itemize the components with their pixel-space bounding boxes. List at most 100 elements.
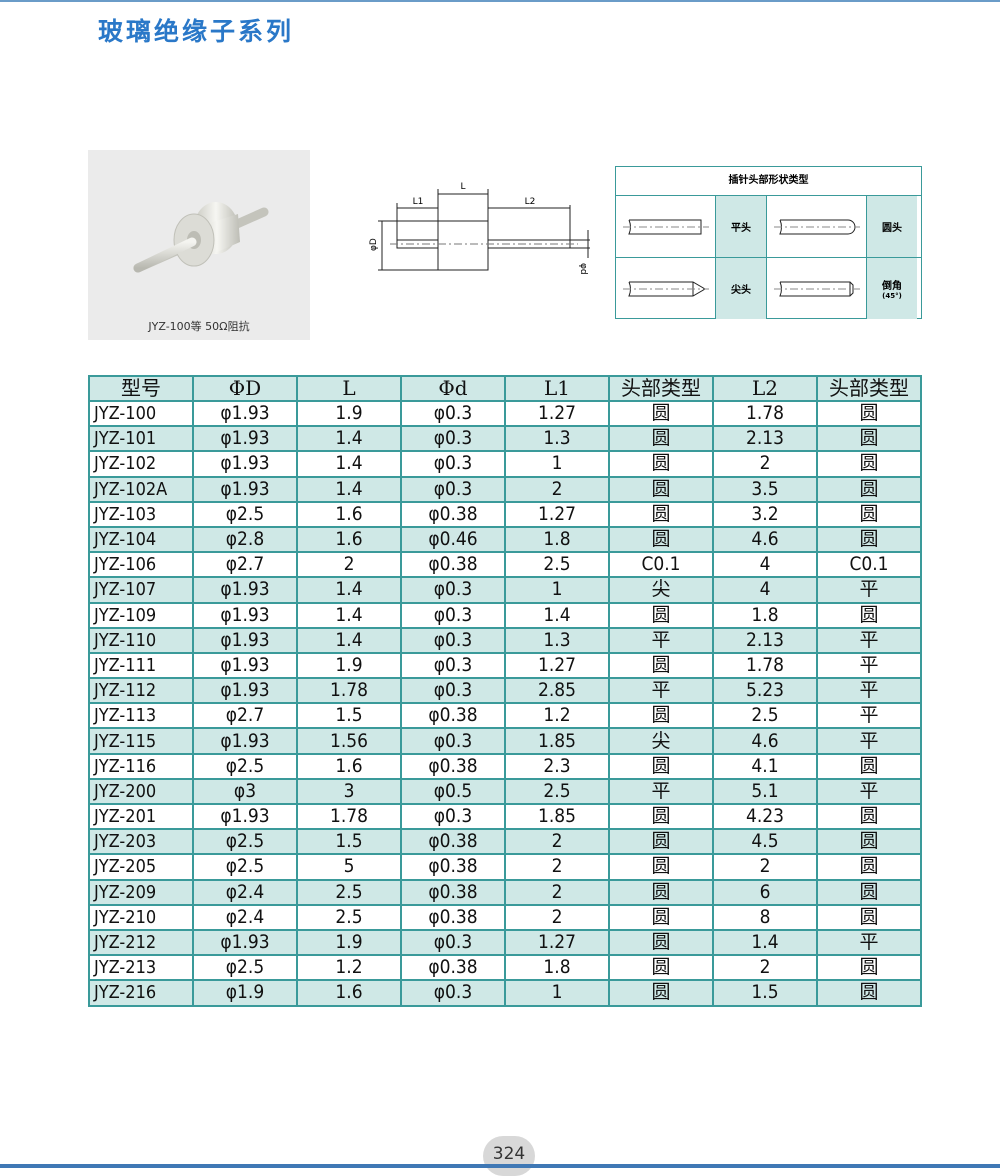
- table-cell: φ0.38: [400, 551, 506, 579]
- model-cell: JYZ-201: [88, 802, 194, 831]
- table-cell: 3.5: [712, 475, 818, 503]
- table-cell: 2.5: [296, 878, 402, 906]
- table-cell: 2: [296, 551, 402, 579]
- table-cell: 2.3: [504, 752, 610, 780]
- table-cell: 1: [504, 979, 610, 1007]
- label-L2: L2: [525, 197, 536, 207]
- model-cell: JYZ-102: [88, 450, 194, 478]
- table-cell: φ2.5: [192, 752, 298, 780]
- table-cell: 8: [712, 903, 818, 931]
- table-cell: 1.78: [296, 677, 402, 705]
- table-cell: 2.5: [504, 551, 610, 579]
- table-cell: 1.8: [504, 525, 610, 554]
- table-cell: 圆: [816, 425, 922, 453]
- table-cell: 4.6: [712, 727, 818, 755]
- table-cell: φ1.93: [192, 399, 298, 428]
- table-cell: 圆: [608, 954, 714, 982]
- pin-head-types-panel: 插针头部形状类型 平头 圆头 尖头 倒角 (45°): [615, 166, 922, 319]
- table-row: JYZ-216 φ1.9 1.6 φ0.3 1 圆 1.5 圆: [88, 979, 922, 1007]
- table-cell: 1.4: [712, 928, 818, 957]
- table-cell: 圆: [816, 399, 922, 428]
- table-cell: 圆: [816, 450, 922, 478]
- table-cell: 1.3: [504, 425, 610, 453]
- table-cell: φ0.3: [400, 928, 506, 957]
- table-cell: 圆: [608, 802, 714, 831]
- table-cell: 圆: [816, 601, 922, 629]
- table-cell: φ2.5: [192, 853, 298, 881]
- table-cell: φ0.38: [400, 903, 506, 931]
- table-cell: 圆: [608, 601, 714, 629]
- table-cell: 2.5: [296, 903, 402, 931]
- table-cell: 5: [296, 853, 402, 881]
- table-cell: φ0.46: [400, 525, 506, 554]
- table-cell: 1.2: [296, 954, 402, 982]
- table-cell: 4.23: [712, 802, 818, 831]
- model-cell: JYZ-102A: [88, 475, 194, 503]
- table-cell: 1: [504, 576, 610, 604]
- table-row: JYZ-209 φ2.4 2.5 φ0.38 2 圆 6 圆: [88, 878, 922, 906]
- model-cell: JYZ-103: [88, 500, 194, 528]
- table-cell: 1.9: [296, 928, 402, 957]
- round-head-label: 圆头: [867, 196, 917, 257]
- table-cell: 1.5: [712, 979, 818, 1007]
- table-cell: φ2.7: [192, 702, 298, 730]
- table-cell: 1.85: [504, 727, 610, 755]
- table-cell: 1.6: [296, 500, 402, 528]
- label-L1: L1: [413, 197, 424, 207]
- table-cell: C0.1: [608, 551, 714, 579]
- chamfer-head-label: 倒角 (45°): [867, 258, 917, 319]
- table-cell: φ2.5: [192, 828, 298, 856]
- table-row: JYZ-111 φ1.93 1.9 φ0.3 1.27 圆 1.78 平: [88, 651, 922, 680]
- table-cell: φ2.4: [192, 903, 298, 931]
- product-photo: JYZ-100等 50Ω阻抗: [88, 150, 310, 340]
- model-cell: JYZ-116: [88, 752, 194, 780]
- table-cell: φ0.3: [400, 576, 506, 604]
- table-cell: 1.8: [504, 954, 610, 982]
- table-cell: φ0.3: [400, 475, 506, 503]
- column-header: L1: [504, 375, 610, 402]
- table-cell: 圆: [608, 752, 714, 780]
- table-cell: φ0.3: [400, 626, 506, 654]
- table-cell: 圆: [816, 828, 922, 856]
- table-cell: 2: [504, 475, 610, 503]
- table-cell: φ2.5: [192, 500, 298, 528]
- table-cell: 5.1: [712, 777, 818, 806]
- table-cell: 圆: [608, 928, 714, 957]
- table-cell: 1.85: [504, 802, 610, 831]
- model-cell: JYZ-106: [88, 551, 194, 579]
- table-cell: φ0.3: [400, 651, 506, 680]
- table-cell: 平: [816, 626, 922, 654]
- table-cell: 圆: [816, 853, 922, 881]
- table-row: JYZ-109 φ1.93 1.4 φ0.3 1.4 圆 1.8 圆: [88, 601, 922, 629]
- table-cell: φ0.3: [400, 802, 506, 831]
- model-cell: JYZ-107: [88, 576, 194, 604]
- flat-pin-icon: [622, 219, 709, 234]
- table-cell: φ1.93: [192, 727, 298, 755]
- column-header: L2: [712, 375, 818, 402]
- chamfer-angle: (45°): [882, 292, 902, 300]
- table-cell: φ0.3: [400, 979, 506, 1007]
- table-cell: 圆: [608, 979, 714, 1007]
- page-title: 玻璃绝缘子系列: [98, 17, 295, 46]
- table-row: JYZ-205 φ2.5 5 φ0.38 2 圆 2 圆: [88, 853, 922, 881]
- table-cell: 圆: [608, 853, 714, 881]
- model-cell: JYZ-216: [88, 979, 194, 1007]
- table-cell: 1.4: [296, 425, 402, 453]
- flat-head-label: 平头: [716, 196, 767, 257]
- table-cell: 圆: [608, 425, 714, 453]
- column-header: 头部类型: [816, 375, 922, 402]
- model-cell: JYZ-109: [88, 601, 194, 629]
- table-cell: 2: [504, 853, 610, 881]
- table-cell: 平: [608, 677, 714, 705]
- model-cell: JYZ-213: [88, 954, 194, 982]
- column-header: ΦD: [192, 375, 298, 402]
- table-row: JYZ-115 φ1.93 1.56 φ0.3 1.85 尖 4.6 平: [88, 727, 922, 755]
- table-cell: 1.5: [296, 828, 402, 856]
- table-cell: φ1.93: [192, 576, 298, 604]
- table-cell: φ1.93: [192, 928, 298, 957]
- model-cell: JYZ-115: [88, 727, 194, 755]
- table-cell: 1.3: [504, 626, 610, 654]
- table-cell: φ2.8: [192, 525, 298, 554]
- table-cell: φ0.3: [400, 727, 506, 755]
- table-header-row: 型号 ΦD L Φd L1 头部类型 L2 头部类型: [88, 375, 922, 402]
